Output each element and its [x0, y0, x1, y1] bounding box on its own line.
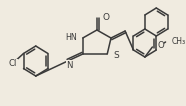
Text: CH₃: CH₃: [171, 38, 185, 47]
Text: S: S: [113, 52, 119, 61]
Text: HN: HN: [65, 33, 77, 43]
Text: O: O: [102, 13, 110, 22]
Text: N: N: [66, 61, 73, 70]
Text: Cl: Cl: [9, 59, 17, 68]
Text: O: O: [157, 42, 164, 50]
